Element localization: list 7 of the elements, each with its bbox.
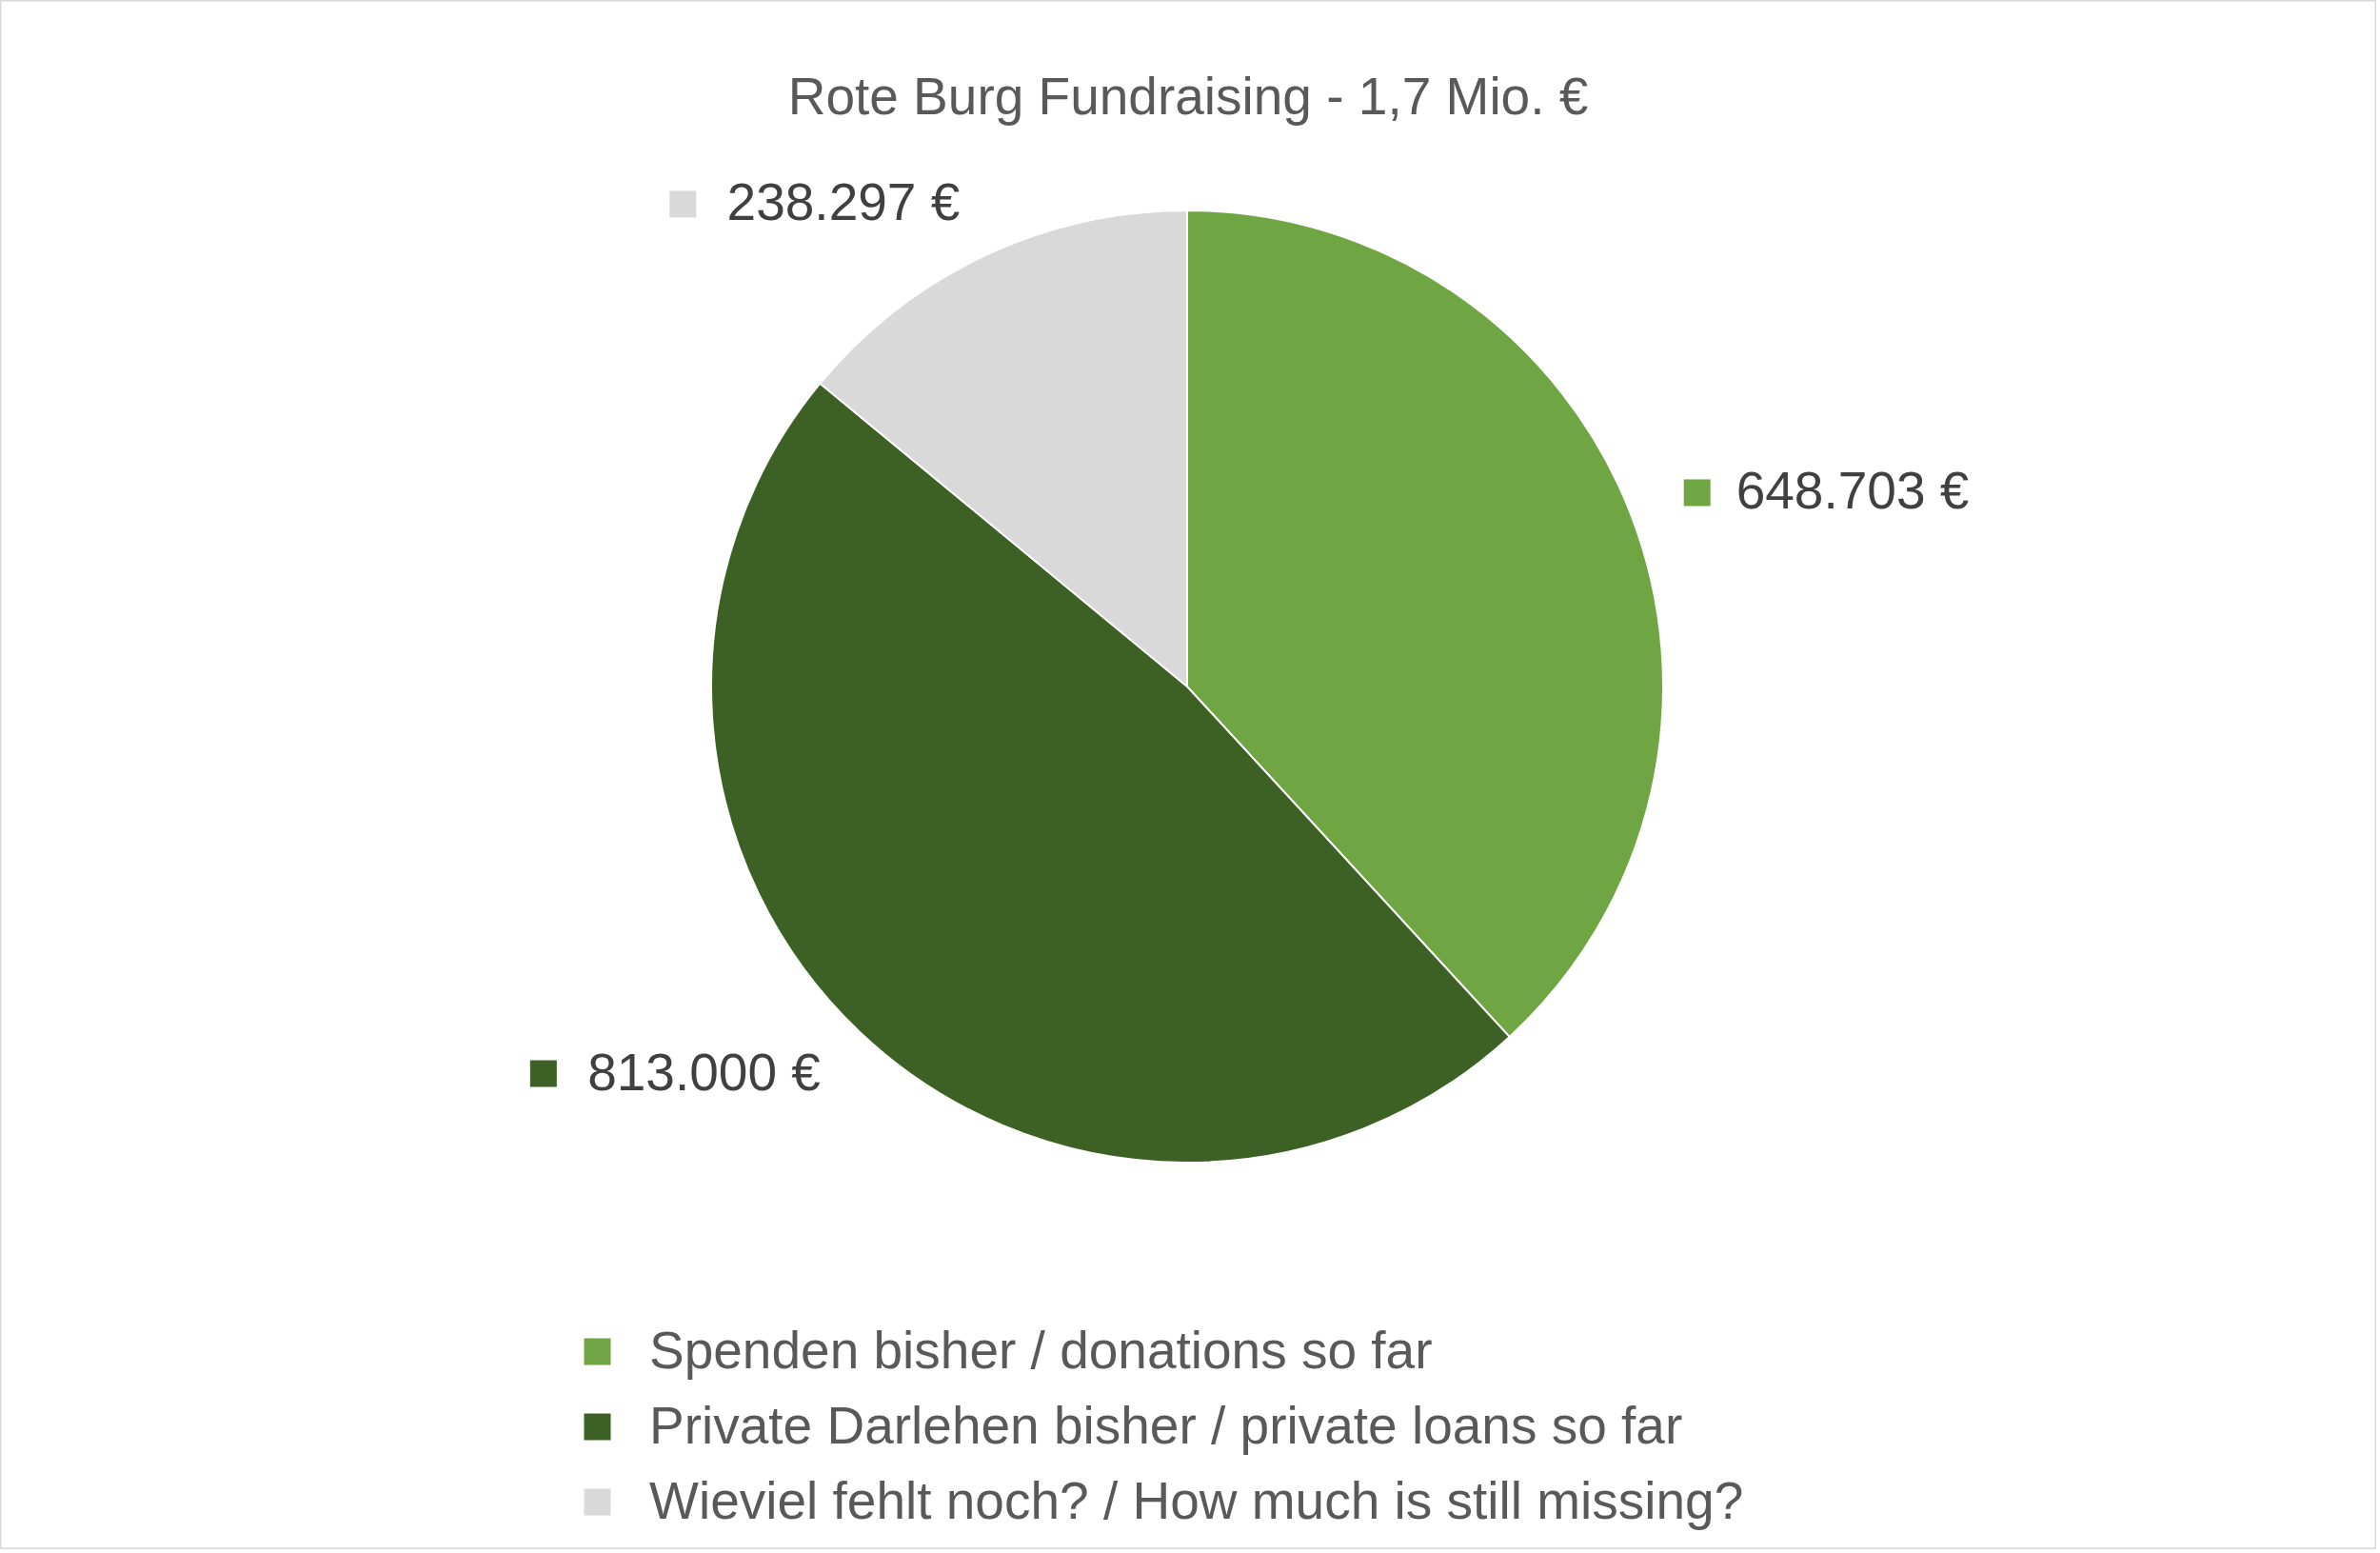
data-label: 648.703 € bbox=[1735, 461, 1970, 521]
chart-title: Rote Burg Fundraising - 1,7 Mio. € bbox=[787, 67, 1589, 126]
legend-label: Private Darlehen bisher / private loans so far bbox=[649, 1395, 1683, 1455]
data-label: 238.297 € bbox=[726, 172, 961, 232]
legend-label: Spenden bisher / donations so far bbox=[649, 1320, 1433, 1380]
data-label: 813.000 € bbox=[587, 1042, 821, 1102]
legend-label: Wieviel fehlt noch? / How much is still missing? bbox=[649, 1470, 1744, 1530]
